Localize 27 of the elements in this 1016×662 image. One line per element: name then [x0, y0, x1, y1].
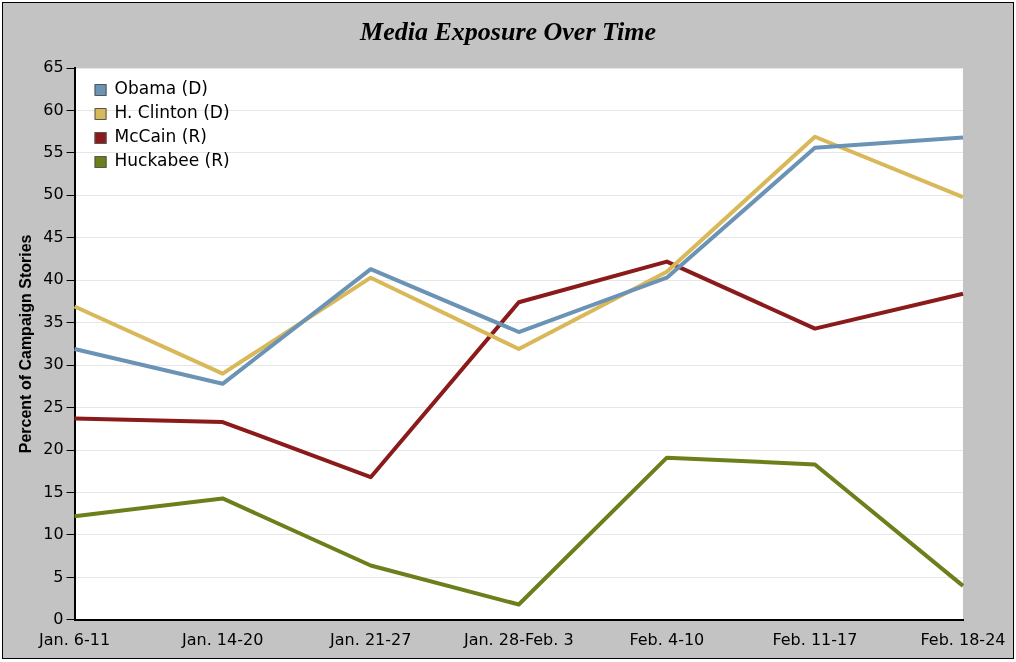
- x-tick-label: Feb. 4-10: [629, 629, 705, 649]
- x-tick-label: Feb. 11-17: [772, 629, 858, 649]
- chart-title: Media Exposure Over Time: [358, 17, 657, 47]
- y-tick-label: 30: [43, 354, 64, 374]
- y-tick-label: 55: [43, 142, 64, 162]
- x-tick-label: Jan. 14-20: [180, 629, 264, 649]
- legend-label: H. Clinton (D): [114, 102, 230, 123]
- x-tick-label: Feb. 18-24: [920, 629, 1006, 649]
- y-tick-label: 45: [43, 226, 64, 246]
- y-tick-label: 40: [43, 269, 64, 289]
- y-tick-label: 10: [43, 524, 64, 544]
- y-tick-label: 60: [43, 99, 64, 119]
- y-tick-label: 0: [53, 608, 64, 628]
- y-tick-label: 15: [43, 481, 64, 501]
- legend-label: McCain (R): [114, 126, 207, 147]
- y-tick-label: 5: [53, 566, 64, 586]
- x-tick-label: Jan. 28-Feb. 3: [462, 629, 574, 649]
- legend-label: Huckabee (R): [114, 150, 230, 171]
- y-tick-label: 25: [43, 396, 64, 416]
- y-tick-label: 35: [43, 311, 64, 331]
- y-axis-title: Percent of Campaign Stories: [17, 234, 35, 454]
- y-tick-label: 65: [43, 57, 64, 77]
- x-tick-label: Jan. 6-11: [37, 629, 111, 649]
- x-tick-label: Jan. 21-27: [329, 629, 412, 649]
- y-tick-label: 20: [43, 439, 64, 459]
- legend-label: Obama (D): [114, 78, 208, 99]
- y-tick-label: 50: [43, 184, 64, 204]
